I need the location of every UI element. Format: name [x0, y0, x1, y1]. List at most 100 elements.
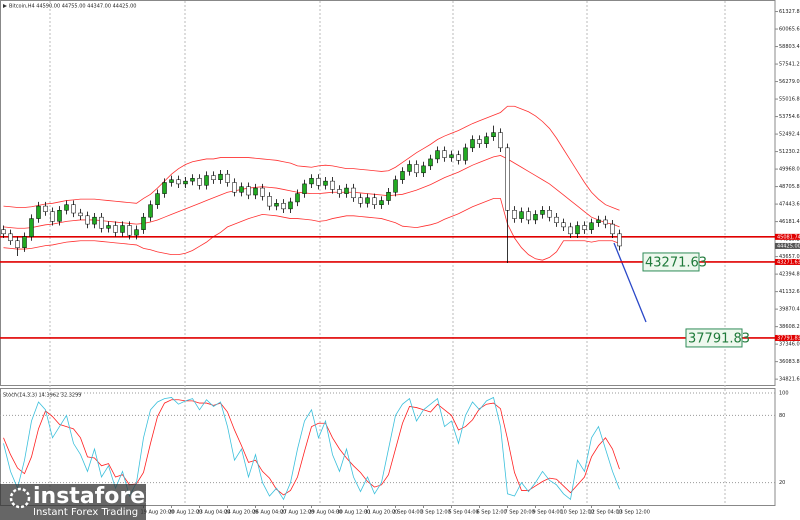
- candle-body: [197, 178, 202, 186]
- candle-body: [190, 178, 195, 182]
- candle-body: [295, 193, 300, 203]
- forecast-arrow: [613, 242, 647, 323]
- band-upper: [3, 105, 620, 211]
- chart-title: Bitcoin,H4 44590.00 44755.00 44347.00 44…: [9, 4, 136, 10]
- candle-body: [428, 158, 433, 167]
- y-tick-label: 56279.00: [779, 79, 800, 85]
- x-tick-label: 5 Sep 04:00: [449, 510, 479, 516]
- y-tick-label: 41132.60: [779, 289, 800, 295]
- candle-body: [470, 139, 475, 149]
- candle-body: [568, 226, 573, 235]
- candle-body: [414, 164, 419, 174]
- level-tag: [775, 334, 800, 341]
- x-tick-label: 26 Aug 04:00: [253, 510, 287, 516]
- candle-body: [281, 203, 286, 210]
- candle-body: [169, 179, 174, 183]
- x-tick-label: 30 Aug 12:00: [337, 510, 371, 516]
- indicator-tick-label: 80: [779, 413, 785, 419]
- candle-body: [393, 179, 398, 193]
- candle-body: [204, 175, 209, 186]
- candle-body: [162, 182, 167, 194]
- candle-body: [92, 216, 97, 225]
- candle-body: [323, 180, 328, 186]
- candle-body: [463, 147, 468, 161]
- candle-body: [120, 225, 125, 233]
- candle-body: [379, 200, 384, 205]
- x-tick-label: 31 Aug 20:00: [365, 510, 399, 516]
- watermark-tagline: Instant Forex Trading: [33, 507, 138, 518]
- y-tick-label: 61327.80: [779, 9, 800, 15]
- candle-body: [106, 225, 111, 229]
- level-tag-label: 45081.74: [777, 234, 800, 240]
- candle-body: [561, 222, 566, 228]
- candle-body: [309, 178, 314, 185]
- level-tag-label: 43271.63: [777, 259, 800, 265]
- candle-body: [617, 233, 622, 247]
- candle-body: [603, 219, 608, 225]
- candle-body: [218, 173, 223, 180]
- level-callout-label: 37791.83: [688, 331, 750, 346]
- candle-body: [71, 204, 76, 214]
- x-tick-label: 12 Sep 04:00: [589, 510, 622, 516]
- x-tick-label: 23 Aug 04:00: [197, 510, 231, 516]
- x-tick-label: 9 Sep 04:00: [533, 510, 563, 516]
- candle-body: [29, 218, 34, 237]
- candle-body: [400, 171, 405, 180]
- y-tick-label: 36083.80: [779, 359, 800, 365]
- stoch-signal: [3, 399, 620, 496]
- candle-body: [351, 187, 356, 199]
- candle-body: [435, 150, 440, 160]
- candle-body: [274, 203, 279, 207]
- candle-body: [540, 210, 545, 215]
- band-lower: [3, 198, 620, 261]
- candle-body: [365, 197, 370, 204]
- y-tick-label: 58803.40: [779, 44, 800, 50]
- x-tick-label: 7 Sep 20:00: [505, 510, 535, 516]
- x-tick-label: 13 Sep 12:00: [617, 510, 650, 516]
- y-tick-label: 38608.20: [779, 324, 800, 330]
- candle-body: [449, 154, 454, 158]
- watermark-brand: instaforex: [33, 484, 159, 509]
- candle-body: [533, 214, 538, 221]
- candle-body: [211, 175, 216, 180]
- candle-body: [15, 240, 20, 248]
- candle-body: [176, 179, 181, 185]
- candle-body: [596, 219, 601, 223]
- candle-body: [386, 191, 391, 201]
- candle-body: [253, 187, 258, 196]
- candle-body: [512, 210, 517, 219]
- candle-body: [22, 236, 27, 248]
- candle-body: [554, 216, 559, 223]
- level-callout-label: 43271.63: [645, 255, 707, 270]
- y-tick-label: 46181.40: [779, 219, 800, 225]
- current-price-label: 44425.00: [777, 243, 800, 249]
- candle-body: [344, 187, 349, 194]
- y-tick-label: 47443.60: [779, 202, 800, 208]
- candle-body: [316, 178, 321, 186]
- y-tick-label: 48705.80: [779, 184, 800, 190]
- x-tick-label: 27 Aug 12:00: [281, 510, 315, 516]
- y-tick-label: 43657.00: [779, 254, 800, 260]
- indicator-title: Stoch(14,3,3) 14.3962 32.3299: [3, 393, 81, 399]
- watermark: instaforex Instant Forex Trading: [0, 484, 159, 520]
- candle-body: [141, 216, 146, 230]
- y-tick-label: 52492.40: [779, 132, 800, 138]
- current-price-tag: [775, 242, 800, 249]
- y-tick-label: 39870.40: [779, 307, 800, 313]
- candle-body: [127, 225, 132, 236]
- candle-body: [246, 186, 251, 196]
- y-tick-label: 42394.80: [779, 272, 800, 278]
- candle-body: [260, 187, 265, 197]
- candle-body: [610, 223, 615, 235]
- stoch-main: [3, 396, 620, 501]
- candle-body: [8, 233, 13, 242]
- candle-body: [582, 225, 587, 230]
- x-tick-label: 3 Sep 12:00: [421, 510, 451, 516]
- level-tag: [775, 233, 800, 240]
- candle-body: [358, 197, 363, 204]
- candle-body: [491, 132, 496, 137]
- candle-body: [225, 173, 230, 183]
- candle-body: [456, 154, 461, 161]
